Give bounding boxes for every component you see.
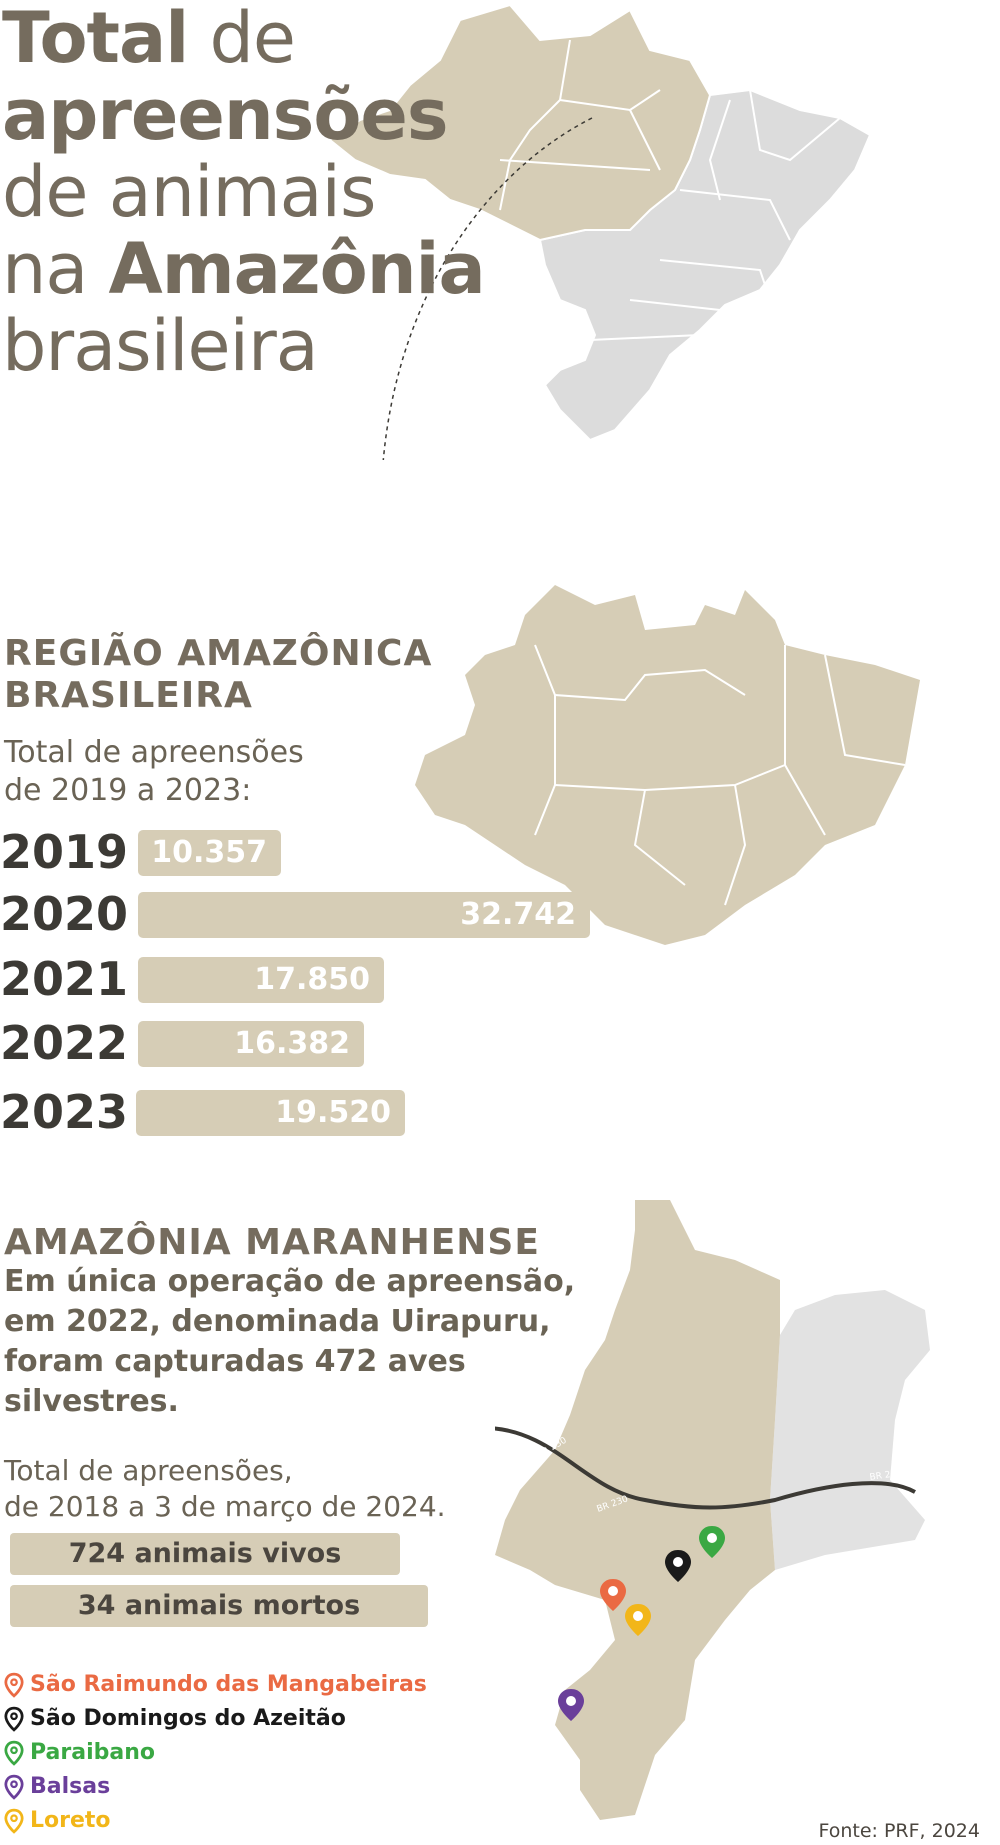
regiao-heading-line-1: REGIÃO AMAZÔNICA: [4, 633, 433, 674]
maranhense-text-line-3: foram capturadas 472 aves: [4, 1344, 466, 1379]
bar-2022: 16.382: [138, 1021, 364, 1067]
regiao-subtitle-line-1: Total de apreensões: [4, 735, 304, 770]
source-credit: Fonte: PRF, 2024: [818, 1820, 980, 1842]
bar-year-label: 2021: [0, 952, 129, 1006]
bar-year-label: 2020: [0, 887, 129, 941]
bar-value-label: 32.742: [460, 897, 576, 932]
title-line-2: apreensões: [2, 74, 449, 156]
maranhao-amazon-region: [495, 1200, 780, 1820]
bar-year-label: 2023: [0, 1085, 129, 1139]
animais-mortos-badge: 34 animais mortos: [10, 1585, 428, 1627]
maranhense-text-line-2: em 2022, denominada Uirapuru,: [4, 1304, 551, 1339]
pin-sao-raimundo[interactable]: [600, 1579, 626, 1611]
bar-value-label: 10.357: [151, 835, 267, 870]
bar-2021: 17.850: [138, 957, 384, 1003]
bar-2019: 10.357: [138, 830, 281, 876]
brazil-amazon-region: [330, 3, 712, 242]
title-line-3: de animais: [2, 151, 376, 233]
br-230-road: [495, 1426, 916, 1510]
maranhao-non-amazon-region: [770, 1290, 930, 1570]
bar-year-label: 2019: [0, 825, 129, 879]
pin-paraibano[interactable]: [699, 1526, 725, 1558]
animais-vivos-badge: 724 animais vivos: [10, 1533, 400, 1575]
legend-item: São Domingos do Azeitão: [4, 1704, 427, 1734]
legend-item: Balsas: [4, 1772, 427, 1802]
map-pin-icon: [4, 1672, 24, 1698]
map-pin-icon: [4, 1740, 24, 1766]
bar-2020: 32.742: [138, 892, 590, 938]
map-pin-icon: [4, 1774, 24, 1800]
brazil-map: [330, 3, 872, 460]
legend-item: Paraibano: [4, 1738, 427, 1768]
legend-label: Paraibano: [30, 1740, 155, 1765]
location-legend: São Raimundo das Mangabeiras São Domingos…: [4, 1670, 427, 1840]
maranhense-subtitle-line-1: Total de apreensões,: [4, 1454, 293, 1487]
title-line-1: Total de: [2, 0, 296, 79]
pin-loreto[interactable]: [625, 1604, 651, 1636]
maranhao-map: BR 230 BR 230 BR 230: [495, 1200, 930, 1820]
legend-label: São Raimundo das Mangabeiras: [30, 1672, 427, 1697]
map-pin-icon: [4, 1808, 24, 1834]
maranhense-text-line-1: Em única operação de apreensão,: [4, 1264, 576, 1299]
bar-value-label: 16.382: [234, 1026, 350, 1061]
regiao-heading-line-2: BRASILEIRA: [4, 675, 253, 716]
regiao-subtitle-line-2: de 2019 a 2023:: [4, 773, 252, 808]
pin-balsas[interactable]: [558, 1689, 584, 1721]
amazon-region-shape: [415, 585, 920, 945]
road-label-3: BR 230: [869, 1469, 903, 1483]
legend-label: São Domingos do Azeitão: [30, 1706, 346, 1731]
legend-item: São Raimundo das Mangabeiras: [4, 1670, 427, 1700]
map-pin-icon: [4, 1706, 24, 1732]
legend-item: Loreto: [4, 1806, 427, 1836]
bar-year-label: 2022: [0, 1016, 129, 1070]
title-line-4: na Amazônia: [2, 228, 486, 310]
maranhense-heading: AMAZÔNIA MARANHENSE: [4, 1222, 540, 1263]
legend-label: Balsas: [30, 1774, 111, 1799]
bar-value-label: 17.850: [254, 962, 370, 997]
legend-label: Loreto: [30, 1808, 111, 1833]
pin-sao-domingos[interactable]: [665, 1550, 691, 1582]
maranhense-text-line-4: silvestres.: [4, 1384, 179, 1419]
amazon-region-map: [415, 585, 920, 945]
connector-arrow: [382, 117, 593, 460]
title-line-5: brasileira: [2, 305, 319, 387]
bar-value-label: 19.520: [275, 1095, 391, 1130]
bar-2023: 19.520: [136, 1090, 405, 1136]
page-title: Total de apreensões de animais na Amazôn…: [2, 0, 642, 385]
maranhense-subtitle-line-2: de 2018 a 3 de março de 2024.: [4, 1490, 446, 1523]
